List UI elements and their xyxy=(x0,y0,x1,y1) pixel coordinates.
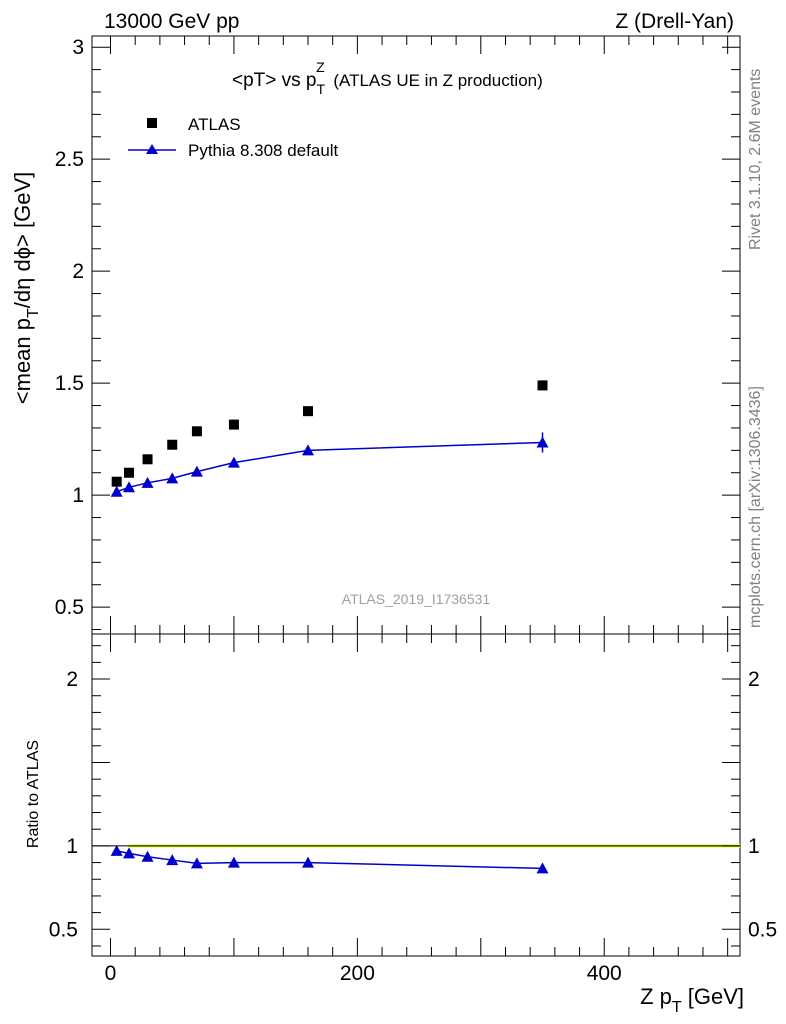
main-ytick-label: 1 xyxy=(72,484,84,507)
legend-atlas-label: ATLAS xyxy=(188,115,241,134)
x-axis-label: Z pT [GeV] xyxy=(640,984,744,1016)
main-title: <pT> vs pTZ (ATLAS UE in Z production) xyxy=(232,59,543,97)
atlas-point xyxy=(303,406,313,417)
mc-point xyxy=(166,472,179,484)
ratio-mc-point xyxy=(302,856,314,868)
atlas-point xyxy=(124,467,135,478)
mc-point xyxy=(302,444,314,456)
main-ytick-label: 2.5 xyxy=(55,148,84,171)
atlas-point xyxy=(167,439,178,450)
mc-point xyxy=(227,456,240,468)
xtick-label: 0 xyxy=(105,962,117,985)
mc-point xyxy=(190,465,203,477)
ratio-mc-point xyxy=(190,857,203,869)
legend: ATLAS Pythia 8.308 default xyxy=(128,115,339,160)
mc-point xyxy=(141,476,154,488)
ratio-mc-point xyxy=(110,844,123,856)
ratio-ytick-label-right: 0.5 xyxy=(748,918,777,941)
mc-line xyxy=(116,441,543,493)
ratio-data-layer xyxy=(110,844,549,874)
main-ylabel: <mean pT/dη dϕ> [GeV] xyxy=(10,172,42,404)
main-ytick-label: 2 xyxy=(72,260,84,283)
ratio-ylabel: Ratio to ATLAS xyxy=(25,740,42,848)
ratio-mc-point xyxy=(141,850,154,862)
main-data-layer xyxy=(110,380,549,497)
xtick-label: 400 xyxy=(587,962,622,985)
side-label-rivet: Rivet 3.1.10, 2.6M events xyxy=(747,69,764,250)
analysis-watermark: ATLAS_2019_I1736531 xyxy=(342,591,491,607)
side-label-mcplots: mcplots.cern.ch [arXiv:1306.3436] xyxy=(747,386,764,628)
ratio-mc-point xyxy=(166,854,179,866)
ratio-uncertainty-band xyxy=(92,843,740,848)
mc-point xyxy=(110,485,123,497)
ratio-ytick-label-right: 2 xyxy=(748,668,760,691)
ratio-mc-point xyxy=(227,856,240,868)
atlas-point xyxy=(111,476,122,487)
atlas-point xyxy=(142,454,153,465)
ratio-mc-point xyxy=(123,847,136,859)
main-ytick-label: 3 xyxy=(72,36,84,59)
main-axis-ticks: 0.5 1 1.5 2 2.5 3 xyxy=(55,36,740,631)
ratio-ytick-label-right: 1 xyxy=(748,835,760,858)
ratio-axis-ticks: 0.5 0.5 1 1 2 2 xyxy=(49,645,777,947)
mc-point xyxy=(536,436,549,448)
x-axis-ticks: 0 200 400 xyxy=(105,36,729,985)
legend-mc-marker xyxy=(146,144,158,154)
ratio-mc-point xyxy=(536,862,549,874)
ratio-ytick-label: 1 xyxy=(66,835,78,858)
atlas-point xyxy=(228,419,239,430)
atlas-point xyxy=(191,426,202,437)
main-ytick-label: 1.5 xyxy=(55,372,84,395)
header-right: Z (Drell-Yan) xyxy=(615,10,734,33)
mc-point xyxy=(123,481,136,493)
atlas-point xyxy=(537,380,548,391)
main-ytick-label: 0.5 xyxy=(55,596,84,619)
legend-mc-label: Pythia 8.308 default xyxy=(188,141,339,160)
ratio-ytick-label: 0.5 xyxy=(49,918,78,941)
ratio-mc-line xyxy=(116,850,543,870)
ratio-frame xyxy=(91,633,741,957)
header-left: 13000 GeV pp xyxy=(104,10,239,33)
xtick-label: 200 xyxy=(340,962,375,985)
ratio-ytick-label: 2 xyxy=(66,668,78,691)
legend-atlas-marker xyxy=(147,118,157,128)
